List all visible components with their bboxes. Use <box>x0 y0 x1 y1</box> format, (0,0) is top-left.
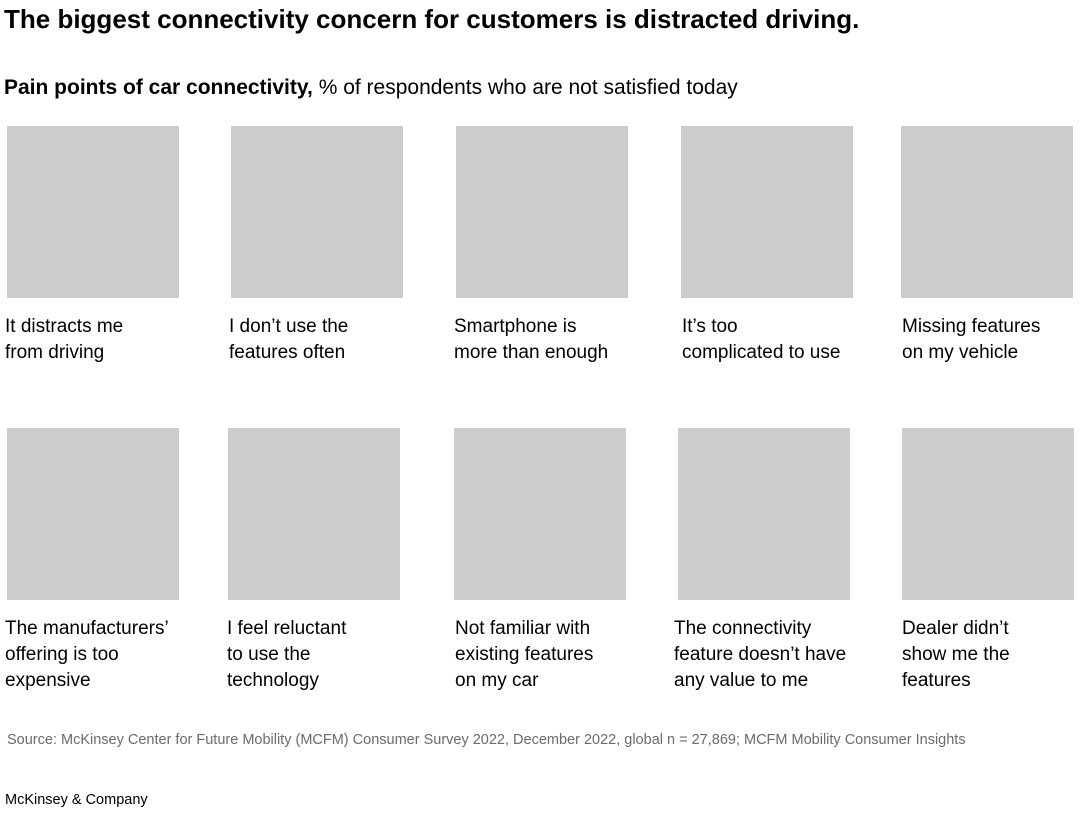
label-line: any value to me <box>674 670 809 691</box>
subtitle: Pain points of car connectivity, % of re… <box>4 76 738 100</box>
item-label: Smartphone is more than enough <box>454 314 608 366</box>
item-label: I feel reluctant to use the technology <box>227 616 346 694</box>
subtitle-bold: Pain points of car connectivity, <box>4 76 313 99</box>
label-line: more than enough <box>454 342 609 363</box>
icon-placeholder <box>456 126 628 298</box>
label-line: The connectivity <box>674 618 812 639</box>
item-label: I don’t use the features often <box>229 314 348 366</box>
item-label: Missing features on my vehicle <box>902 314 1040 366</box>
label-line: features <box>902 670 971 691</box>
label-line: from driving <box>5 342 105 363</box>
icon-placeholder <box>454 428 626 600</box>
icon-placeholder <box>228 428 400 600</box>
icon-placeholder <box>678 428 850 600</box>
label-line: features often <box>229 342 346 363</box>
label-line: Missing features <box>902 316 1041 337</box>
label-line: complicated to use <box>682 342 841 363</box>
label-line: Not familiar with <box>455 618 591 639</box>
item-label: The manufacturers’ offering is too expensi… <box>5 616 169 694</box>
item-label: The connectivity feature doesn’t have any … <box>674 616 846 694</box>
label-line: show me the <box>902 644 1010 665</box>
subtitle-text: % of respondents who are not satisfied t… <box>318 76 738 99</box>
icon-placeholder <box>681 126 853 298</box>
icon-placeholder <box>901 126 1073 298</box>
label-line: I feel reluctant <box>227 618 347 639</box>
label-line: Dealer didn’t <box>902 618 1009 639</box>
label-line: feature doesn’t have <box>674 644 847 665</box>
source: Source: McKinsey Center for Future Mobil… <box>7 732 966 748</box>
label-line: on my car <box>455 670 539 691</box>
label-line: It’s too <box>682 316 738 337</box>
item-label: It’s too complicated to use <box>682 314 840 366</box>
icon-placeholder <box>902 428 1074 600</box>
brand: McKinsey & Company <box>5 792 148 808</box>
item-label: Not familiar with existing features on my … <box>455 616 593 694</box>
label-line: on my vehicle <box>902 342 1019 363</box>
label-line: existing features <box>455 644 594 665</box>
label-line: It distracts me <box>5 316 124 337</box>
label-line: expensive <box>5 670 91 691</box>
item-label: Dealer didn’t show me the features <box>902 616 1010 694</box>
icon-placeholder <box>7 126 179 298</box>
icon-placeholder <box>7 428 179 600</box>
icon-placeholder <box>231 126 403 298</box>
label-line: offering is too <box>5 644 119 665</box>
label-line: to use the <box>227 644 311 665</box>
label-line: technology <box>227 670 319 691</box>
title: The biggest connectivity concern for cus… <box>4 4 860 34</box>
label-line: The manufacturers’ <box>5 618 169 639</box>
label-line: I don’t use the <box>229 316 349 337</box>
label-line: Smartphone is <box>454 316 577 337</box>
item-label: It distracts me from driving <box>5 314 123 366</box>
